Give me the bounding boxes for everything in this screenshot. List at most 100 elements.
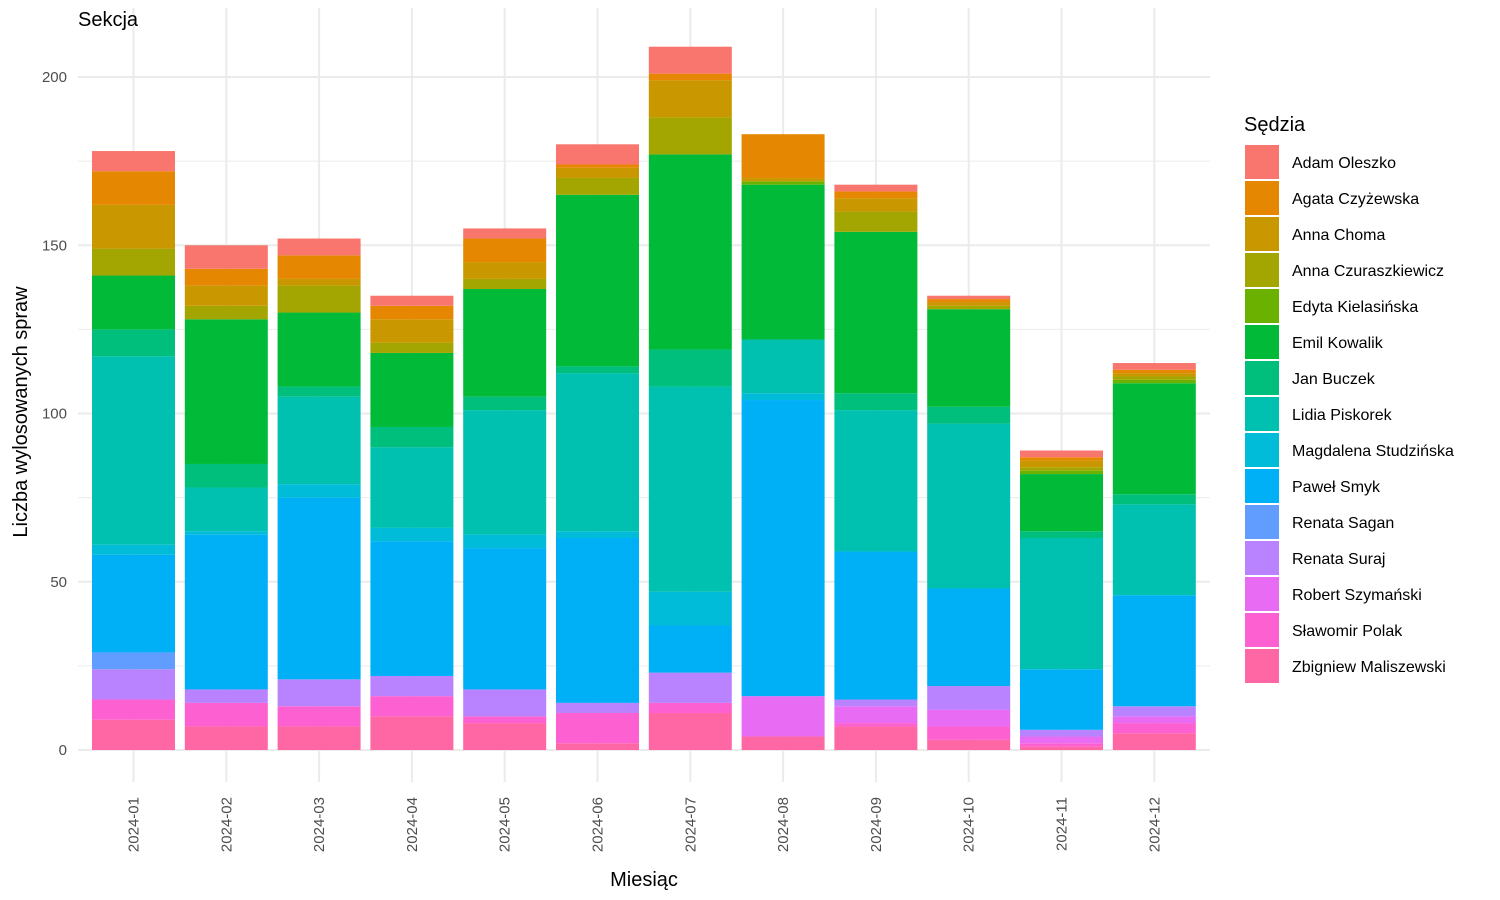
x-tick-labels: 2024-01 2024-02 2024-03 2024-04 2024-05 2024-… <box>126 797 1164 852</box>
bar-segment <box>184 534 268 690</box>
bar-segment <box>1112 494 1196 505</box>
legend-label: Jan Buczek <box>1292 371 1376 388</box>
bar-segment <box>463 410 547 535</box>
bar-segment <box>834 723 918 727</box>
bar-segment <box>463 534 547 549</box>
bar-segment <box>834 191 918 199</box>
legend-label: Emil Kowalik <box>1292 335 1384 352</box>
legend-swatch <box>1245 253 1279 287</box>
bar-segment <box>1112 369 1196 374</box>
bar-segment <box>741 177 825 182</box>
bar-segment <box>277 238 361 256</box>
bar-segment <box>184 702 268 727</box>
bar-segment <box>92 669 175 700</box>
bar-segment <box>370 675 454 697</box>
bar-segment <box>834 706 918 724</box>
bar-segment <box>927 588 1011 687</box>
bar-segment <box>1020 470 1103 475</box>
bar-segment <box>556 366 639 374</box>
bar-segment <box>1020 531 1103 539</box>
legend-label: Anna Czuraszkiewicz <box>1292 263 1444 280</box>
bar-segment <box>184 726 268 750</box>
legend-swatch <box>1245 649 1279 683</box>
bar-segment <box>648 46 732 74</box>
bar-segment <box>370 447 454 528</box>
bar-segment <box>927 423 1011 589</box>
legend-swatch <box>1245 397 1279 431</box>
bar-segment <box>463 548 547 690</box>
bar-segment <box>370 541 454 676</box>
x-tick-label: 2024-05 <box>497 797 514 852</box>
bar-segment <box>1112 363 1196 370</box>
bar-segment <box>184 487 268 532</box>
legend-title: Sędzia <box>1244 114 1306 136</box>
legend: Sędzia Adam Oleszko Agata Czyżewska Anna C… <box>1244 114 1454 683</box>
y-tick-label: 0 <box>59 742 67 759</box>
legend-label: Adam Oleszko <box>1292 155 1396 172</box>
bar-segment <box>927 299 1011 303</box>
y-axis-title: Liczba wylosowanych spraw <box>10 286 32 538</box>
bar-segment <box>556 538 639 703</box>
bar-segment <box>277 706 361 727</box>
bar-segment <box>92 204 175 249</box>
bar-segment <box>184 463 268 488</box>
bar-segment <box>834 726 918 750</box>
legend-label: Paweł Smyk <box>1292 479 1381 496</box>
bar-segment <box>92 544 175 555</box>
legend-label: Magdalena Studzińska <box>1292 443 1454 460</box>
bar-segment <box>184 689 268 703</box>
y-tick-label: 150 <box>42 237 67 254</box>
bars <box>92 46 1196 750</box>
bar-segment <box>927 309 1011 407</box>
bar-segment <box>277 312 361 387</box>
bar-segment <box>1112 716 1196 724</box>
bar-segment <box>927 295 1011 300</box>
bar-segment <box>834 198 918 212</box>
bar-segment <box>1112 733 1196 750</box>
bar-segment <box>556 531 639 539</box>
x-tick-label: 2024-03 <box>311 797 328 852</box>
bar-segment <box>1020 538 1103 670</box>
bar-segment <box>741 181 825 185</box>
bar-segment <box>834 231 918 394</box>
bar-segment <box>648 154 732 350</box>
bar-segment <box>927 726 1011 740</box>
bar-segment <box>741 736 825 750</box>
bar-segment <box>927 305 1011 310</box>
bar-segment <box>1020 743 1103 747</box>
x-tick-label: 2024-11 <box>1054 797 1071 851</box>
bar-segment <box>92 719 175 750</box>
bar-segment <box>92 699 175 720</box>
legend-swatch <box>1245 541 1279 575</box>
bar-segment <box>370 426 454 448</box>
bar-segment <box>927 302 1011 306</box>
bar-segment <box>92 171 175 205</box>
bar-segment <box>556 177 639 195</box>
legend-swatch <box>1245 181 1279 215</box>
bar-segment <box>277 396 361 485</box>
legend-swatch <box>1245 577 1279 611</box>
legend-label: Renata Sagan <box>1292 515 1394 532</box>
bar-segment <box>463 288 547 397</box>
bar-segment <box>648 80 732 118</box>
bar-segment <box>463 228 547 239</box>
bar-segment <box>463 262 547 279</box>
bar-segment <box>1020 746 1103 750</box>
y-tick-label: 50 <box>50 574 67 591</box>
bar-segment <box>184 531 268 535</box>
bar-segment <box>370 352 454 427</box>
bar-segment <box>370 527 454 542</box>
bar-segment <box>463 689 547 717</box>
bar-segment <box>92 151 175 172</box>
bar-segment <box>648 672 732 703</box>
legend-swatch <box>1245 217 1279 251</box>
bar-segment <box>741 696 825 737</box>
x-axis-title: Miesiąc <box>610 869 678 891</box>
bar-segment <box>184 319 268 464</box>
bar-segment <box>1020 736 1103 744</box>
bar-segment <box>370 716 454 750</box>
bar-segment <box>463 396 547 411</box>
bar-segment <box>556 712 639 744</box>
bar-segment <box>556 743 639 750</box>
